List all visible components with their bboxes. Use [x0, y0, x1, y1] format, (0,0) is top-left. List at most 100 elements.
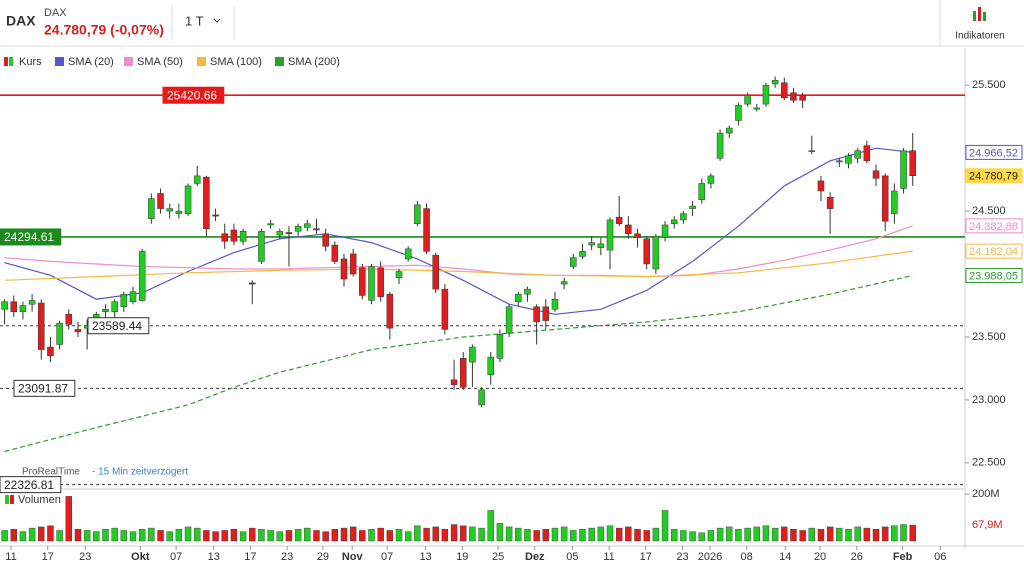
candle-body: [615, 217, 623, 224]
volume-bar: [368, 529, 375, 542]
volume-bar: [212, 531, 219, 542]
volume-bar: [625, 526, 632, 542]
volume-bar: [395, 529, 403, 542]
candle-body: [826, 197, 834, 209]
candle-body: [478, 389, 485, 406]
candle-body: [276, 230, 284, 236]
candle-body: [212, 214, 219, 217]
legend-label: Volumen: [18, 494, 61, 506]
indicator-icon: [973, 7, 986, 21]
x-tick-label: 07: [170, 551, 182, 563]
volume-bar: [111, 527, 118, 542]
volume-bar: [404, 531, 412, 542]
volume-bar: [515, 527, 522, 542]
volume-bar: [726, 526, 733, 542]
volume-bar: [588, 527, 595, 542]
candle-body: [386, 293, 394, 329]
indicator-button[interactable]: Indikatoren: [955, 31, 1004, 42]
candle-body: [203, 176, 210, 229]
x-tick-label: 11: [603, 551, 614, 563]
candle-body: [505, 306, 513, 334]
volume-bar: [221, 530, 228, 542]
level-label: 23091.87: [18, 382, 68, 396]
candle-body: [698, 183, 705, 201]
legend-label: SMA (200): [288, 56, 340, 68]
candle-body: [560, 281, 568, 285]
candle-body: [441, 288, 449, 330]
candle-body: [450, 379, 458, 386]
volume-bar: [478, 527, 485, 542]
volume-bar: [340, 527, 348, 542]
volume-bar: [258, 529, 265, 542]
level-label: 25420.66: [167, 88, 217, 102]
legend-icon: [10, 495, 14, 504]
candle-body: [643, 238, 650, 265]
candle-body: [102, 309, 109, 313]
volume-bar: [799, 530, 806, 542]
candle-body: [771, 79, 779, 85]
volume-bar: [900, 524, 907, 542]
volume-bar: [854, 526, 861, 542]
level-label-box: [13, 379, 76, 397]
candle-body: [221, 233, 228, 242]
volume-bar: [56, 530, 63, 542]
volume-bar: [845, 529, 852, 542]
x-tick-label: Okt: [131, 551, 150, 563]
candle-body: [836, 160, 843, 163]
volume-bar: [157, 530, 164, 542]
volume-bar: [65, 496, 72, 542]
candle-body: [781, 82, 788, 99]
value-label: 24.182,04: [969, 246, 1018, 258]
volume-bar: [790, 529, 797, 542]
value-label-box: [965, 144, 1023, 160]
dropdown-arrow: [213, 18, 221, 23]
volume-bar: [808, 527, 816, 542]
volume-bar: [276, 531, 283, 542]
x-tick-label: 29: [317, 551, 329, 563]
volume-bar: [148, 527, 155, 542]
candle-body: [597, 243, 605, 248]
candle-body: [258, 230, 265, 262]
candle-body: [625, 224, 632, 235]
period-select[interactable]: 1 T: [185, 13, 204, 28]
candle-body: [726, 127, 733, 134]
volume-bar: [881, 526, 889, 542]
volume-bar: [533, 530, 540, 542]
candle-body: [120, 293, 128, 308]
volume-bar: [83, 530, 91, 542]
candle-body: [74, 329, 82, 333]
volume-bar: [542, 529, 549, 542]
candle-body: [395, 271, 403, 279]
volume-bar: [10, 529, 17, 542]
sma-line: [4, 274, 913, 453]
x-tick-label: 23: [79, 551, 91, 563]
candle-body: [735, 105, 742, 121]
volume-bar: [671, 529, 678, 542]
sma-line: [4, 147, 913, 315]
volume-bar: [781, 526, 788, 542]
legend-icon: [5, 495, 9, 504]
candle-body: [28, 300, 36, 305]
candle-body: [404, 248, 412, 260]
candle-body: [414, 204, 421, 224]
volume-bar: [753, 526, 760, 542]
volume-bar: [184, 526, 192, 542]
x-tick-label: 23: [281, 551, 293, 563]
candle-body: [845, 155, 852, 164]
volume-bar: [120, 530, 128, 542]
candle-body: [863, 145, 871, 162]
legend-icon: [275, 57, 284, 66]
x-tick-label: 14: [779, 551, 791, 563]
volume-bar: [551, 527, 559, 542]
volume-bar: [460, 525, 467, 542]
candle-body: [377, 267, 384, 297]
volume-bar: [239, 531, 247, 542]
level-label-box: [0, 228, 62, 246]
level-label: 22326.81: [4, 478, 54, 492]
volume-bar: [203, 530, 210, 542]
x-tick-label: Dez: [525, 551, 545, 563]
value-label-box: [965, 243, 1023, 259]
volume-bar: [175, 529, 183, 542]
volume-bar: [47, 525, 54, 542]
